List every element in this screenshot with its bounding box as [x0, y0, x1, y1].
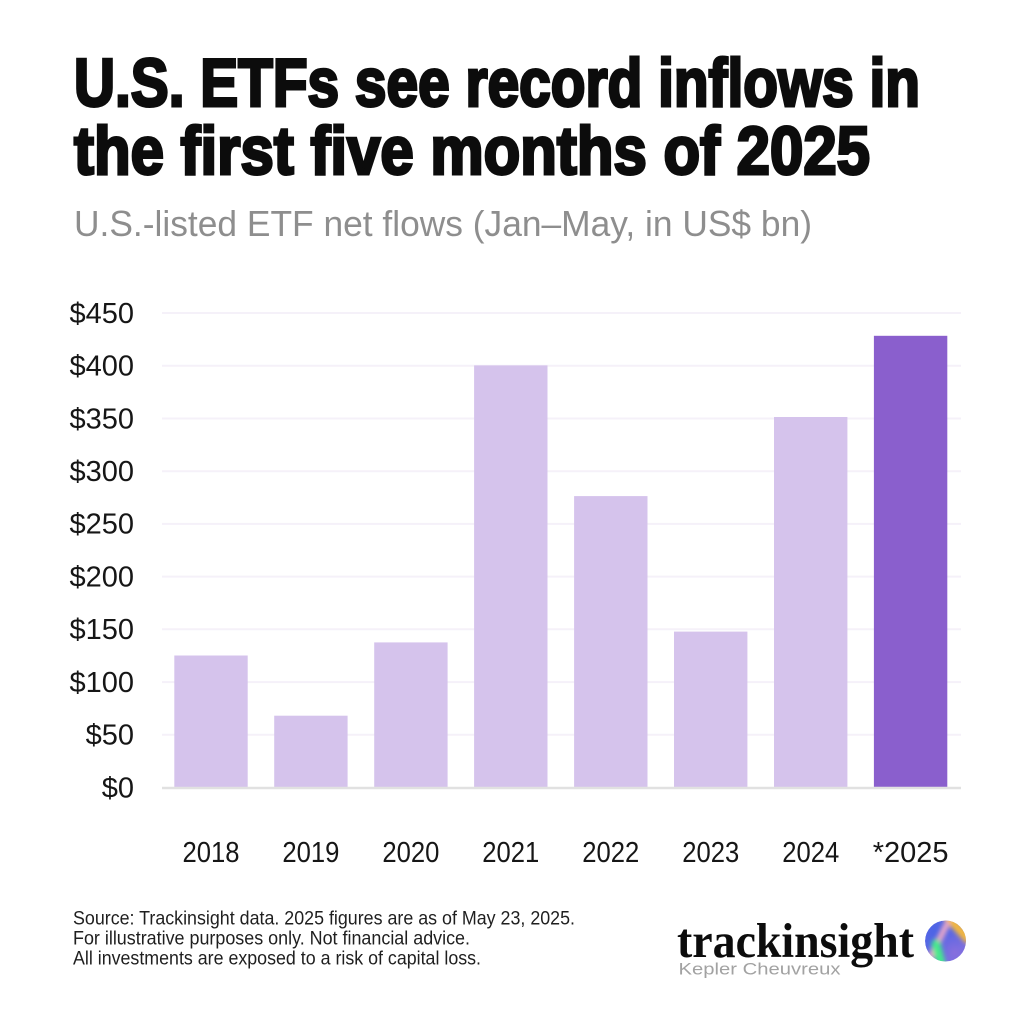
- svg-text:$350: $350: [69, 403, 134, 435]
- svg-text:All investments are exposed to: All investments are exposed to a risk of…: [73, 947, 481, 969]
- svg-text:For illustrative purposes only: For illustrative purposes only. Not fina…: [73, 927, 470, 949]
- svg-text:2019: 2019: [282, 837, 339, 869]
- svg-text:$0: $0: [102, 772, 134, 804]
- svg-text:2020: 2020: [382, 837, 439, 869]
- svg-text:2018: 2018: [183, 837, 240, 869]
- svg-text:$450: $450: [69, 298, 134, 330]
- svg-text:2021: 2021: [482, 837, 539, 869]
- svg-text:2024: 2024: [782, 837, 839, 869]
- svg-text:$50: $50: [86, 720, 134, 752]
- svg-text:$100: $100: [69, 667, 134, 699]
- svg-text:U.S.-listed ETF net flows (Jan: U.S.-listed ETF net flows (Jan–May, in U…: [74, 203, 812, 244]
- svg-text:*2025: *2025: [873, 837, 949, 869]
- svg-text:$200: $200: [69, 561, 134, 593]
- svg-text:2022: 2022: [582, 837, 639, 869]
- svg-text:trackinsight: trackinsight: [677, 913, 915, 968]
- svg-text:the first five months of 2025: the first five months of 2025: [74, 113, 870, 189]
- svg-text:U.S. ETFs see record inflows i: U.S. ETFs see record inflows in: [74, 45, 920, 121]
- svg-text:$150: $150: [69, 614, 134, 646]
- svg-text:$300: $300: [69, 456, 134, 488]
- svg-text:Source: Trackinsight data. 202: Source: Trackinsight data. 2025 figures …: [73, 907, 575, 929]
- svg-text:2023: 2023: [682, 837, 739, 869]
- svg-text:Kepler Cheuvreux: Kepler Cheuvreux: [679, 959, 842, 978]
- svg-text:$400: $400: [69, 351, 134, 383]
- svg-text:$250: $250: [69, 509, 134, 541]
